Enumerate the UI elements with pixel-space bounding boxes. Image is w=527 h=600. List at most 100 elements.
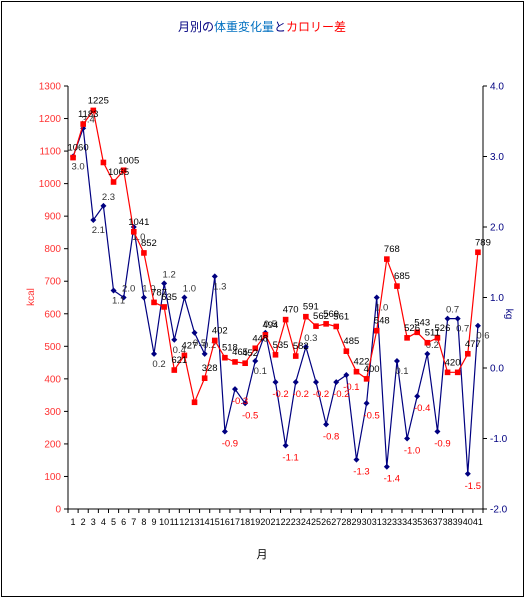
calorie-data-label: 789 bbox=[475, 237, 491, 248]
calorie-point bbox=[333, 323, 340, 330]
x-tick-label: 41 bbox=[473, 517, 483, 527]
calorie-point bbox=[151, 299, 157, 306]
calorie-point bbox=[181, 352, 188, 359]
calorie-point bbox=[232, 359, 238, 365]
calorie-point bbox=[465, 350, 471, 357]
calorie-point bbox=[414, 329, 421, 336]
x-tick-label: 2 bbox=[81, 517, 86, 527]
x-tick-label: 17 bbox=[230, 517, 240, 527]
calorie-data-label: 477 bbox=[465, 339, 481, 350]
calorie-point bbox=[161, 304, 167, 310]
calorie-point bbox=[141, 250, 147, 256]
x-tick-label: 40 bbox=[463, 517, 473, 527]
calorie-data-label: 448 bbox=[252, 333, 268, 344]
left-tick-label: 1100 bbox=[39, 147, 61, 158]
calorie-data-label: 685 bbox=[394, 271, 410, 282]
calorie-point bbox=[211, 337, 218, 344]
calorie-point bbox=[343, 348, 350, 354]
weight-data-label: 0.7 bbox=[446, 305, 459, 316]
calorie-point bbox=[475, 249, 481, 256]
calorie-data-label: 427 bbox=[181, 340, 197, 351]
x-tick-label: 19 bbox=[250, 517, 260, 527]
calorie-point bbox=[424, 339, 431, 346]
weight-point bbox=[211, 273, 218, 280]
x-tick-label: 37 bbox=[432, 517, 442, 527]
x-tick-label: 30 bbox=[362, 517, 372, 527]
calorie-point bbox=[70, 154, 76, 161]
calorie-data-label: 485 bbox=[343, 336, 359, 347]
weight-data-label: -0.5 bbox=[363, 410, 379, 421]
x-tick-label: 36 bbox=[422, 517, 432, 527]
weight-data-label: -1.1 bbox=[282, 453, 298, 464]
weight-point bbox=[232, 386, 239, 393]
weight-point bbox=[343, 372, 350, 379]
calorie-point bbox=[373, 327, 380, 334]
right-tick-label: 3.0 bbox=[490, 152, 504, 163]
calorie-data-label: 402 bbox=[212, 325, 228, 336]
calorie-point bbox=[262, 332, 269, 338]
calorie-point bbox=[454, 369, 461, 376]
right-tick-label: 0.0 bbox=[490, 364, 504, 375]
weight-point bbox=[464, 470, 471, 477]
x-tick-label: 15 bbox=[210, 517, 220, 527]
x-tick-label: 26 bbox=[321, 517, 331, 527]
x-tick-label: 1 bbox=[71, 517, 76, 527]
calorie-data-label: 494 bbox=[262, 320, 278, 331]
weight-point bbox=[110, 287, 117, 294]
calorie-data-label: 1060 bbox=[67, 143, 88, 154]
calorie-point bbox=[434, 335, 441, 341]
x-tick-label: 32 bbox=[382, 517, 392, 527]
title-part-1: 月別の bbox=[178, 20, 214, 34]
weight-data-label: 0.2 bbox=[203, 340, 216, 351]
calorie-point bbox=[292, 353, 299, 359]
weight-point bbox=[373, 294, 380, 301]
weight-point bbox=[161, 280, 168, 287]
weight-point bbox=[191, 329, 198, 336]
weight-point bbox=[242, 400, 249, 407]
weight-point bbox=[363, 400, 370, 407]
calorie-data-label: 548 bbox=[374, 316, 390, 327]
calorie-data-label: 526 bbox=[435, 323, 451, 334]
calorie-line bbox=[72, 108, 479, 405]
weight-point bbox=[272, 379, 279, 386]
right-tick-label: 2.0 bbox=[490, 223, 504, 234]
calorie-point bbox=[201, 375, 208, 381]
weight-data-label: -0.2 bbox=[272, 389, 288, 400]
x-tick-label: 9 bbox=[152, 517, 157, 527]
calorie-data-label: 470 bbox=[283, 305, 299, 316]
x-tick-label: 10 bbox=[159, 517, 169, 527]
calorie-point bbox=[191, 399, 198, 406]
weight-data-label: 0.5 bbox=[264, 319, 277, 330]
x-tick-label: 21 bbox=[270, 517, 280, 527]
weight-point bbox=[120, 294, 127, 301]
calorie-point bbox=[444, 369, 451, 376]
weight-point bbox=[302, 343, 309, 350]
calorie-data-label: 543 bbox=[414, 317, 430, 328]
right-axis-label: kg bbox=[503, 309, 514, 320]
weight-point bbox=[393, 357, 400, 364]
weight-data-label: 0.2 bbox=[426, 340, 439, 351]
weight-data-label: -0.9 bbox=[222, 438, 238, 449]
calorie-data-label: 582 bbox=[293, 341, 309, 352]
calorie-point bbox=[313, 323, 319, 329]
left-tick-label: 1000 bbox=[39, 179, 62, 190]
weight-data-label: 0.4 bbox=[173, 345, 186, 356]
weight-data-label: 3.4 bbox=[82, 114, 95, 125]
weight-data-label: -0.2 bbox=[333, 389, 349, 400]
weight-point bbox=[434, 428, 441, 435]
weight-data-label: -0.4 bbox=[414, 403, 430, 414]
calorie-data-label: 422 bbox=[354, 357, 370, 368]
calorie-data-label: 535 bbox=[273, 340, 289, 351]
left-axis-ticks: 0 100 200 300 400 500 600 700 800 900 1000 1100 1200… bbox=[39, 82, 68, 516]
calorie-data-label: 420 bbox=[445, 357, 461, 368]
weight-data-label: -1.0 bbox=[404, 446, 420, 457]
left-axis-label: kcal bbox=[26, 288, 37, 306]
right-axis-ticks: -2.0 -1.0 0.0 1.0 2.0 3.0 4.0 bbox=[483, 82, 508, 516]
x-tick-label: 12 bbox=[179, 517, 189, 527]
weight-point bbox=[90, 216, 97, 223]
calorie-data-label: 518 bbox=[222, 343, 238, 354]
weight-point bbox=[383, 463, 390, 470]
x-tick-label: 38 bbox=[443, 517, 453, 527]
